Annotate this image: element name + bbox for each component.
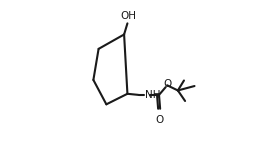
Text: O: O [156,115,164,125]
Text: O: O [164,79,172,89]
Text: OH: OH [120,11,137,21]
Text: NH: NH [144,90,160,100]
